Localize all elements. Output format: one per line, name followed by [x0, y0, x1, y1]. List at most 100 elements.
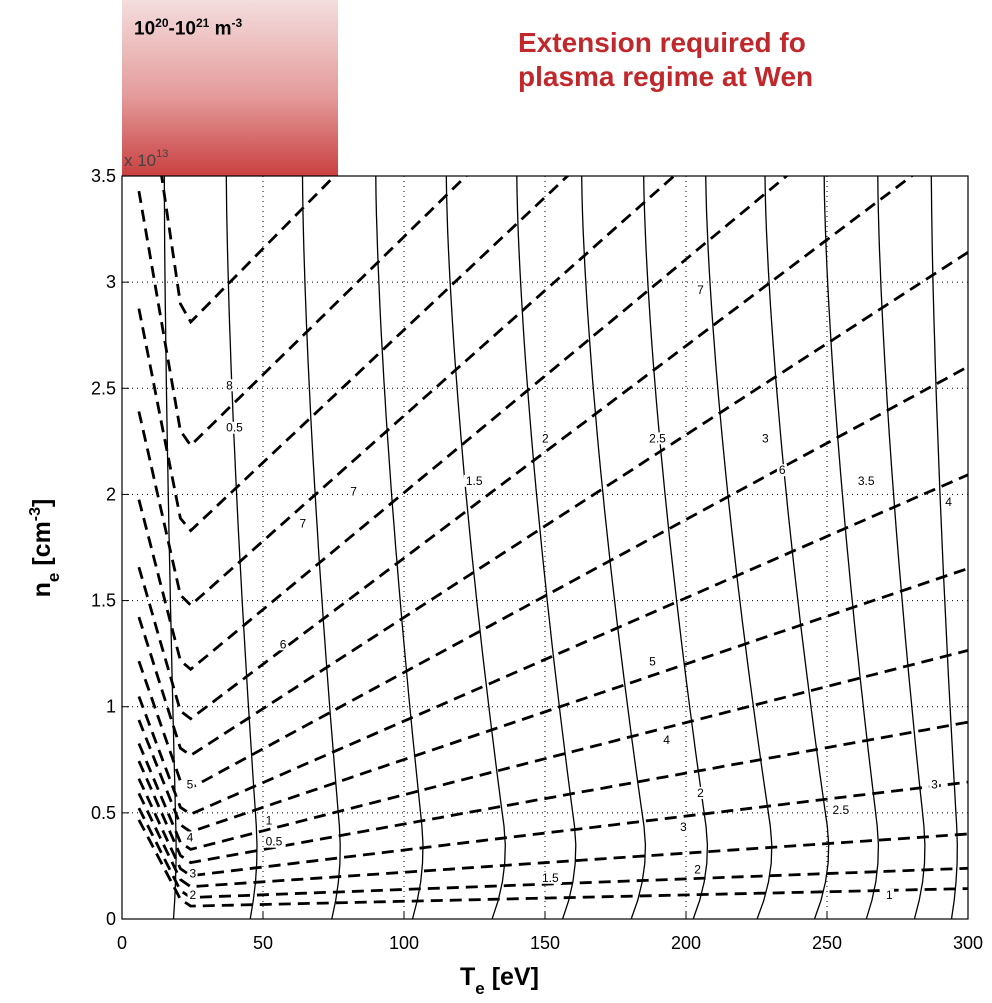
contour-label-bg: [184, 778, 195, 791]
contour-label-bg: [647, 655, 658, 668]
contour-label: 3: [190, 867, 197, 881]
x-tick-label: 300: [953, 933, 983, 953]
dashed-contour: [160, 176, 337, 325]
solid-contour: [823, 176, 880, 919]
y-tick-label: 3.5: [91, 166, 116, 186]
x-tick-label: 200: [671, 933, 701, 953]
x-tick-label: 150: [530, 933, 560, 953]
contour-label-bg: [184, 831, 195, 844]
contour-labels: 2 3 4 5 6 7 7 7 6 5 4 3 2 8 0.5 0.5 1 1.5 2 2.5 3 3.5 4 2 2.5 3 1.…: [184, 283, 954, 902]
dashed-contour: [137, 365, 968, 790]
contour-label: 2: [694, 862, 701, 876]
solid-contour: [225, 176, 258, 919]
contour-label: 1.5: [542, 871, 559, 885]
contour-label-bg: [830, 803, 853, 816]
contour-label: 4: [187, 830, 194, 844]
contour-label-bg: [463, 474, 486, 487]
contour-label-bg: [695, 283, 706, 296]
contour-label-bg: [943, 496, 954, 509]
contour-label: 2.5: [832, 803, 849, 817]
dashed-contour: [137, 567, 968, 834]
contour-label: 6: [280, 637, 287, 651]
contour-label: 7: [350, 484, 357, 498]
solid-contour: [930, 176, 958, 919]
dashed-contour: [137, 778, 968, 878]
solid-contour: [877, 176, 926, 919]
contour-label-bg: [224, 421, 247, 434]
solid-contour: [764, 176, 830, 919]
x-axis-label: Te [eV]: [460, 963, 539, 998]
headline-line-1: Extension required fo: [518, 27, 806, 58]
contour-label: 1: [886, 888, 893, 902]
y-multiplier: x 1013: [124, 148, 168, 170]
contour-label: 5: [649, 654, 656, 668]
y-tick-label: 0: [106, 909, 116, 929]
contour-label-bg: [187, 888, 198, 901]
y-tick-label: 0.5: [91, 803, 116, 823]
contour-label-bg: [263, 814, 274, 827]
x-tick-label: 0: [117, 933, 127, 953]
contour-label-bg: [277, 638, 288, 651]
contour-label-bg: [297, 517, 308, 530]
solid-contour: [375, 176, 424, 919]
contour-label-bg: [540, 871, 562, 884]
y-tick-label: 3: [106, 272, 116, 292]
dashed-contour: [137, 176, 677, 608]
contour-label-bg: [224, 379, 235, 392]
contour-label: 4: [663, 733, 670, 747]
contour-label: 4: [945, 495, 952, 509]
x-tick-label: 50: [253, 933, 273, 953]
contour-label-bg: [647, 432, 670, 445]
y-tick-label: 1: [106, 697, 116, 717]
contour-label: 7: [299, 516, 306, 530]
contour-label: 3.5: [858, 474, 875, 488]
dashed-contour: [137, 473, 968, 816]
y-axis-label: ne [cm-3]: [27, 499, 63, 598]
contour-label-bg: [540, 432, 550, 445]
contour-label: 2: [542, 431, 549, 445]
dashed-contour: [137, 720, 968, 865]
dashed-contour: [137, 792, 968, 889]
contour-label-bg: [855, 474, 878, 487]
contour-label-bg: [692, 863, 703, 876]
dashed-contour: [137, 807, 968, 899]
contour-label: 0.5: [266, 835, 283, 849]
y-tick-label: 2.5: [91, 378, 116, 398]
dashed-contour: [137, 176, 570, 533]
dashed-contour: [137, 176, 789, 672]
solid-contour: [581, 176, 647, 919]
y-tick-label: 1.5: [91, 591, 116, 611]
solid-contour: [705, 176, 773, 919]
dashed-contour: [137, 251, 968, 758]
density-range-label: 1020-1021 m-3: [134, 16, 243, 40]
contour-label-bg: [348, 485, 359, 498]
contour-label: 3: [680, 820, 687, 834]
contour-label: 8: [226, 378, 233, 392]
x-tick-label: 250: [812, 933, 842, 953]
contour-label: 2.5: [649, 431, 666, 445]
dashed-contour: [137, 649, 968, 851]
solid-contour: [516, 176, 577, 919]
contour-label-bg: [759, 432, 770, 445]
contour-label-bg: [678, 820, 689, 833]
x-tick-label: 100: [389, 933, 419, 953]
y-tick-label: 2: [106, 484, 116, 504]
solid-contour: [445, 176, 506, 919]
contour-label-bg: [695, 786, 706, 799]
contour-label: 2: [190, 888, 197, 902]
dashed-contour: [137, 176, 469, 448]
headline-line-2: plasma regime at Wen: [518, 61, 814, 92]
contour-label-bg: [187, 867, 198, 880]
contour-label-bg: [929, 778, 940, 791]
contour-label-bg: [661, 733, 672, 746]
contour-label: 1.5: [466, 474, 483, 488]
headline: Extension required fo plasma regime at W…: [518, 26, 813, 94]
contour-lines: [137, 176, 968, 919]
contour-label: 1: [266, 813, 273, 827]
contour-label: 6: [779, 463, 786, 477]
contour-label: 0.5: [226, 421, 243, 435]
contour-label-bg: [263, 835, 286, 848]
contour-label: 3: [931, 777, 938, 791]
contour-label: 5: [187, 777, 194, 791]
